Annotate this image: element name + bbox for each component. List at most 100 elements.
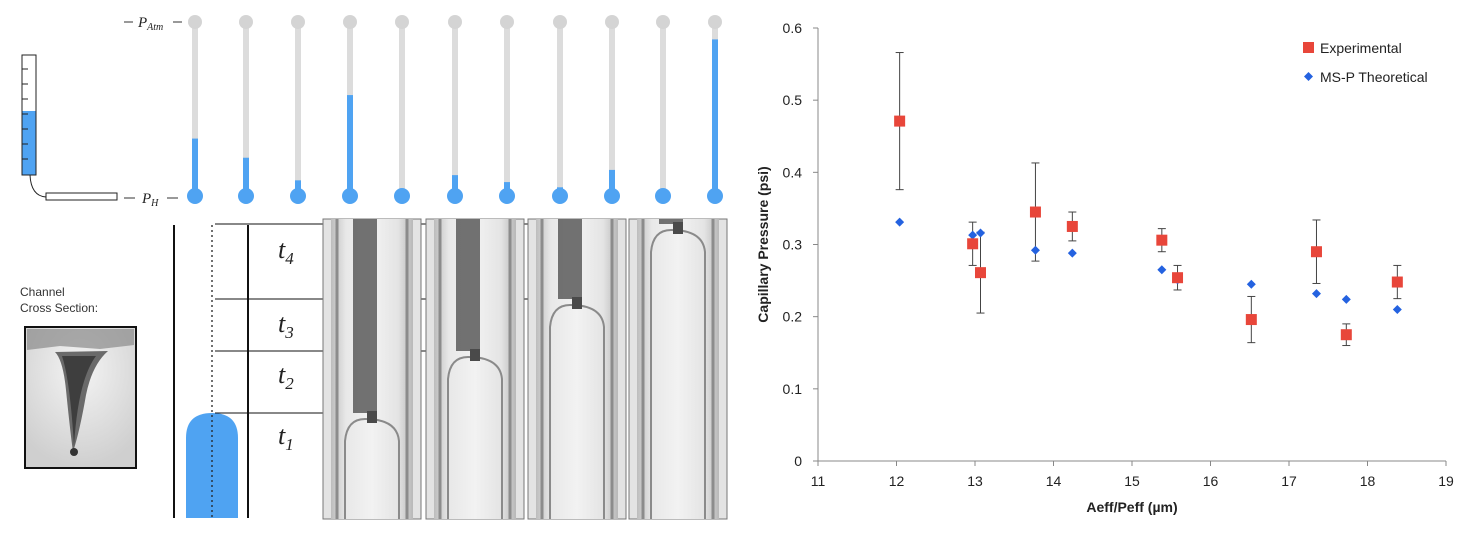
experimental-point (1156, 234, 1168, 246)
time-label-t2: t2 (278, 360, 294, 393)
time-label-t3: t3 (278, 309, 294, 342)
channel-label-line1: Channel (20, 285, 65, 299)
experimental-point (974, 267, 986, 279)
manometer (342, 15, 358, 204)
manometer-array (187, 15, 723, 204)
manometer-tube (399, 22, 405, 196)
manometer-fluid (609, 169, 615, 196)
cross-section-image (24, 326, 137, 469)
manometer-top-bulb (291, 15, 305, 29)
manometer-top-bulb (500, 15, 514, 29)
manometer-tube (504, 22, 510, 196)
microscope-frame (527, 218, 627, 520)
experimental-point (1066, 220, 1078, 232)
manometer-top-bulb (605, 15, 619, 29)
x-tick-label: 18 (1360, 473, 1376, 489)
manometer-bottom-bulb (447, 188, 463, 204)
manometer-tube (557, 22, 563, 196)
manometer-fluid (192, 138, 198, 196)
experimental-point (1391, 276, 1403, 288)
manometer-bottom-bulb (394, 188, 410, 204)
legend-theoretical-label: MS-P Theoretical (1320, 69, 1428, 85)
connecting-tube (29, 174, 47, 198)
channel-label-line2: Cross Section: (20, 301, 98, 315)
manometer-tube (192, 22, 198, 196)
manometer-top-bulb (188, 15, 202, 29)
theoretical-point (1341, 294, 1351, 304)
manometer (604, 15, 620, 204)
manometer-top-bulb (656, 15, 670, 29)
manometer (238, 15, 254, 204)
theoretical-point (1067, 248, 1077, 258)
y-tick-label: 0.6 (783, 20, 803, 36)
manometer-tube (660, 22, 666, 196)
manometer-fluid (347, 95, 353, 196)
x-tick-label: 16 (1203, 473, 1219, 489)
manometer-fluid (452, 175, 458, 196)
pressure-h-label: PH (124, 191, 178, 209)
theoretical-point (1311, 289, 1321, 299)
microscope-frame (425, 218, 525, 520)
theoretical-point (968, 230, 978, 240)
x-tick-label: 12 (889, 473, 905, 489)
x-tick-label: 13 (967, 473, 983, 489)
theoretical-point (1392, 304, 1402, 314)
manometer-fluid (243, 157, 249, 196)
y-tick-label: 0 (794, 453, 802, 469)
experimental-point (894, 115, 906, 127)
manometer-top-bulb (343, 15, 357, 29)
meniscus-outline (549, 303, 605, 519)
experimental-point (967, 238, 979, 250)
theoretical-point (1030, 245, 1040, 255)
experimental-point (1245, 314, 1257, 326)
x-tick-label: 19 (1438, 473, 1454, 489)
manometer-top-bulb (448, 15, 462, 29)
manometer-tube (295, 22, 301, 196)
legend-experimental-marker (1303, 42, 1314, 53)
x-tick-label: 11 (811, 473, 826, 489)
manometer-top-bulb (239, 15, 253, 29)
manometer-bottom-bulb (552, 188, 568, 204)
reservoir-fluid (22, 111, 36, 175)
x-tick-label: 15 (1124, 473, 1140, 489)
manometer-top-bulb (553, 15, 567, 29)
theoretical-point (1246, 279, 1256, 289)
microscope-frame (322, 218, 422, 520)
pressure-atm-label: PAtm (124, 15, 182, 33)
microscope-frames (322, 218, 728, 520)
manometer (707, 15, 723, 204)
theoretical-point (895, 217, 905, 227)
manometer-tube (609, 22, 615, 196)
time-label-t1: t1 (278, 421, 294, 454)
theoretical-point (975, 228, 985, 238)
svg-text:PH: PH (141, 191, 159, 209)
x-axis-title: Aeff/Peff (µm) (1086, 499, 1177, 515)
capillary-pressure-chart: 0 0.1 0.2 0.3 0.4 0.5 0.6 11 12 13 14 15 16 17 18 19 Aef… (755, 20, 1454, 515)
horizontal-channel (45, 192, 118, 201)
manometer-top-bulb (708, 15, 722, 29)
manometer (552, 15, 568, 204)
manometer-bottom-bulb (707, 188, 723, 204)
x-tick-label: 14 (1046, 473, 1062, 489)
manometer (394, 15, 410, 204)
experimental-point (1029, 206, 1041, 218)
experimental-point (1340, 329, 1352, 341)
manometer-bottom-bulb (290, 188, 306, 204)
manometer-bottom-bulb (604, 188, 620, 204)
microscope-frame (628, 218, 728, 520)
manometer (447, 15, 463, 204)
theoretical-point (1157, 265, 1167, 275)
manometer-tube (243, 22, 249, 196)
y-tick-label: 0.2 (783, 309, 803, 325)
manometer (499, 15, 515, 204)
fluid-column (456, 219, 480, 351)
manometer-bottom-bulb (342, 188, 358, 204)
fluid-column (558, 219, 582, 299)
legend-theoretical-marker (1304, 72, 1313, 81)
experimental-point (1310, 246, 1322, 258)
manometer (655, 15, 671, 204)
manometer-bottom-bulb (499, 188, 515, 204)
manometer-top-bulb (395, 15, 409, 29)
experimental-point (1172, 272, 1184, 284)
